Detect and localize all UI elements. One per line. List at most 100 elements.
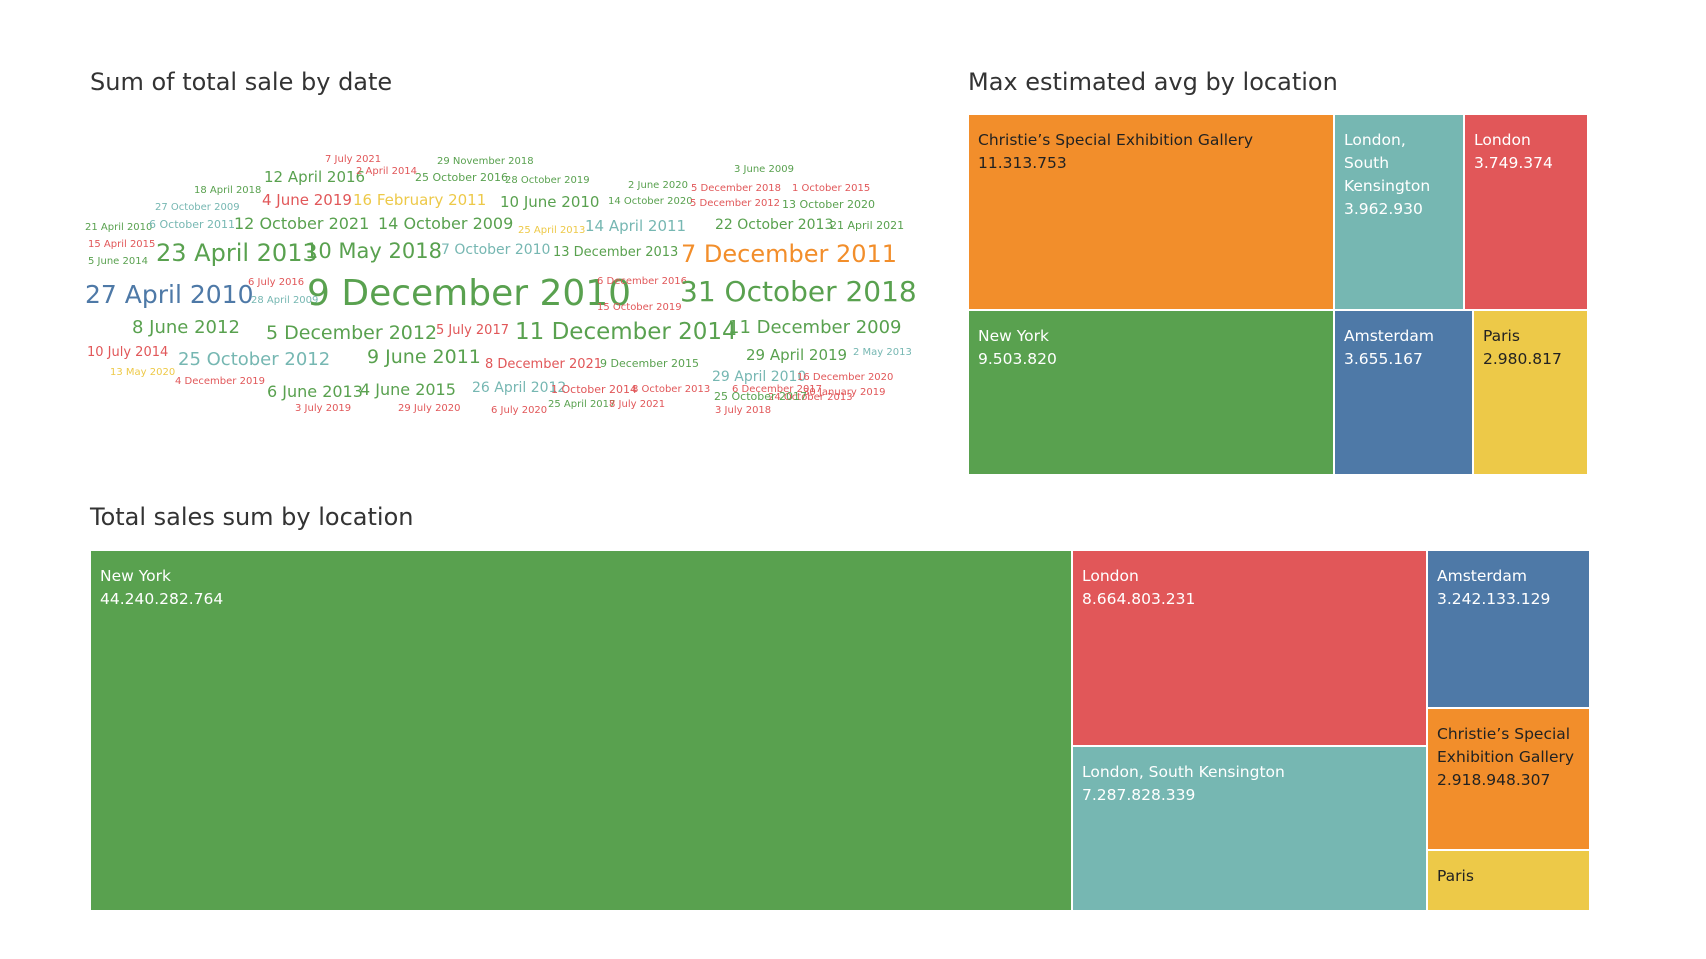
treemap-cell-label: New York	[978, 327, 1049, 345]
word-cloud-date[interactable]: 8 October 2013	[632, 384, 711, 395]
word-cloud-date[interactable]: 27 October 2009	[155, 202, 240, 213]
word-cloud-date[interactable]: 5 December 2012	[266, 322, 438, 344]
word-cloud-date[interactable]: 6 December 2017	[732, 384, 823, 395]
word-cloud-date[interactable]: 22 October 2013	[715, 217, 834, 233]
word-cloud-date[interactable]: 12 April 2016	[264, 168, 366, 186]
word-cloud-date[interactable]: 2 May 2013	[853, 347, 912, 358]
word-cloud-date[interactable]: 30 January 2019	[803, 387, 886, 398]
word-cloud-date[interactable]: 13 May 2020	[110, 367, 176, 378]
word-cloud-date[interactable]: 1 October 2014	[551, 383, 638, 396]
word-cloud-date[interactable]: 23 April 2013	[156, 239, 318, 267]
word-cloud-date[interactable]: 3 July 2019	[295, 403, 352, 414]
treemap-cell-value: 2.980.817	[1483, 350, 1562, 368]
treemap-cell[interactable]: London, South Kensington 3.962.930	[1334, 114, 1464, 310]
word-cloud-date[interactable]: 7 December 2011	[681, 240, 898, 268]
word-cloud-date[interactable]: 29 November 2018	[437, 156, 534, 167]
treemap-cell[interactable]: Paris 2.980.817	[1473, 310, 1588, 475]
word-cloud-date[interactable]: 31 October 2018	[680, 275, 917, 308]
treemap-cell[interactable]: New York 44.240.282.764	[90, 550, 1072, 911]
word-cloud-date[interactable]: 25 April 2013	[518, 225, 586, 236]
word-cloud-date[interactable]: 16 February 2011	[353, 191, 487, 209]
word-cloud-date[interactable]: 8 June 2012	[132, 317, 240, 338]
treemap-cell[interactable]: London 8.664.803.231	[1072, 550, 1427, 746]
word-cloud-date[interactable]: 29 April 2019	[746, 346, 848, 364]
word-cloud-date[interactable]: 14 April 2011	[585, 217, 687, 235]
word-cloud-date[interactable]: 10 May 2018	[305, 239, 442, 263]
word-cloud-date[interactable]: 12 October 2021	[234, 214, 370, 233]
treemap-cell-label: Christie’s Special Exhibition Gallery	[978, 131, 1254, 149]
word-cloud-date[interactable]: 6 July 2020	[491, 405, 548, 416]
word-cloud-date[interactable]: 29 April 2010	[712, 369, 807, 385]
word-cloud-date[interactable]: 3 July 2018	[715, 405, 772, 416]
word-cloud-date[interactable]: 15 April 2015	[88, 239, 156, 250]
word-cloud-date[interactable]: 5 July 2017	[436, 323, 509, 338]
word-cloud-date[interactable]: 4 June 2019	[262, 191, 352, 209]
word-cloud-date[interactable]: 16 December 2020	[797, 372, 894, 383]
treemap-cell-label: Paris	[1483, 327, 1520, 345]
word-cloud-date[interactable]: 25 October 2016	[415, 171, 509, 184]
word-cloud-date[interactable]: 21 April 2010	[85, 222, 153, 233]
word-cloud-date[interactable]: 29 July 2020	[398, 403, 461, 414]
treemap-cell[interactable]: Paris	[1427, 850, 1590, 911]
treemap-cell-value: 7.287.828.339	[1082, 786, 1196, 804]
treemap-cell-value: 9.503.820	[978, 350, 1057, 368]
word-cloud-date[interactable]: 6 October 2011	[149, 218, 236, 231]
word-cloud-date[interactable]: 9 December 2015	[600, 357, 700, 370]
treemap-cell[interactable]: Amsterdam 3.655.167	[1334, 310, 1473, 475]
word-cloud-date[interactable]: 24 October 2013	[768, 392, 853, 403]
treemap-cell-value: 8.664.803.231	[1082, 590, 1196, 608]
word-cloud-date[interactable]: 15 October 2019	[597, 302, 682, 313]
word-cloud-date[interactable]: 11 December 2014	[515, 319, 737, 345]
word-cloud-date[interactable]: 5 December 2018	[691, 183, 782, 194]
treemap-cell-value: 3.655.167	[1344, 350, 1423, 368]
word-cloud-date[interactable]: 8 December 2021	[485, 357, 603, 372]
word-cloud-date[interactable]: 25 October 2017	[714, 390, 808, 403]
treemap-cell-label: London	[1474, 131, 1531, 149]
word-cloud-date[interactable]: 27 April 2010	[85, 280, 254, 309]
word-cloud-date[interactable]: 11 December 2009	[728, 317, 902, 338]
treemap-cell-value: 3.749.374	[1474, 154, 1553, 172]
word-cloud-date[interactable]: 3 June 2009	[734, 164, 794, 175]
word-cloud-date[interactable]: 6 June 2013	[267, 382, 363, 401]
treemap-cell[interactable]: London, South Kensington 7.287.828.339	[1072, 746, 1427, 911]
word-cloud-date[interactable]: 18 April 2018	[194, 185, 262, 196]
word-cloud-date[interactable]: 10 July 2014	[87, 345, 169, 360]
word-cloud-date[interactable]: 26 April 2012	[472, 380, 567, 396]
word-cloud-date[interactable]: 5 June 2014	[88, 256, 148, 267]
word-cloud-date[interactable]: 4 June 2015	[360, 380, 456, 399]
treemap-cell-label: Paris	[1437, 867, 1474, 885]
word-cloud-date[interactable]: 6 July 2016	[248, 277, 305, 288]
word-cloud-date[interactable]: 14 October 2009	[378, 214, 514, 233]
word-cloud-date[interactable]: 13 October 2020	[782, 198, 876, 211]
treemap-cell-value: 3.242.133.129	[1437, 590, 1551, 608]
word-cloud-date[interactable]: 25 October 2012	[178, 349, 331, 370]
word-cloud-date[interactable]: 7 July 2021	[325, 154, 382, 165]
word-cloud-date[interactable]: 5 December 2012	[690, 198, 781, 209]
treemap-cell[interactable]: New York 9.503.820	[968, 310, 1334, 475]
treemap-cell-label: Amsterdam	[1437, 567, 1527, 585]
treemap-cell-value: 44.240.282.764	[100, 590, 224, 608]
word-cloud-date[interactable]: 4 December 2019	[175, 376, 266, 387]
word-cloud-date[interactable]: 2 April 2014	[356, 166, 418, 177]
treemap-cell[interactable]: Christie’s Special Exhibition Gallery 11.…	[968, 114, 1334, 310]
treemap-cell[interactable]: London 3.749.374	[1464, 114, 1588, 310]
word-cloud-date[interactable]: 10 June 2010	[500, 193, 600, 211]
word-cloud-date[interactable]: 8 July 2021	[609, 399, 666, 410]
word-cloud-date[interactable]: 28 October 2019	[505, 175, 590, 186]
word-cloud-date[interactable]: 6 December 2016	[597, 276, 688, 287]
word-cloud-date[interactable]: 21 April 2021	[830, 219, 905, 232]
word-cloud-date[interactable]: 9 June 2011	[367, 346, 481, 368]
treemap-cell[interactable]: Amsterdam 3.242.133.129	[1427, 550, 1590, 708]
treemap-cell[interactable]: Christie’s Special Exhibition Gallery 2.9…	[1427, 708, 1590, 850]
word-cloud-date[interactable]: 14 October 2020	[608, 196, 693, 207]
word-cloud-date[interactable]: 25 April 2017	[548, 399, 616, 410]
treemap-cell-label: Amsterdam	[1344, 327, 1434, 345]
word-cloud-date[interactable]: 9 December 2010	[307, 273, 632, 314]
word-cloud-date[interactable]: 2 June 2020	[628, 180, 688, 191]
word-cloud-date[interactable]: 13 December 2013	[553, 245, 679, 260]
word-cloud-date[interactable]: 7 October 2010	[441, 242, 551, 258]
word-cloud-date[interactable]: 28 April 2009	[251, 295, 319, 306]
total-sales-treemap-title: Total sales sum by location	[90, 503, 414, 531]
word-cloud-date[interactable]: 1 October 2015	[792, 183, 871, 194]
